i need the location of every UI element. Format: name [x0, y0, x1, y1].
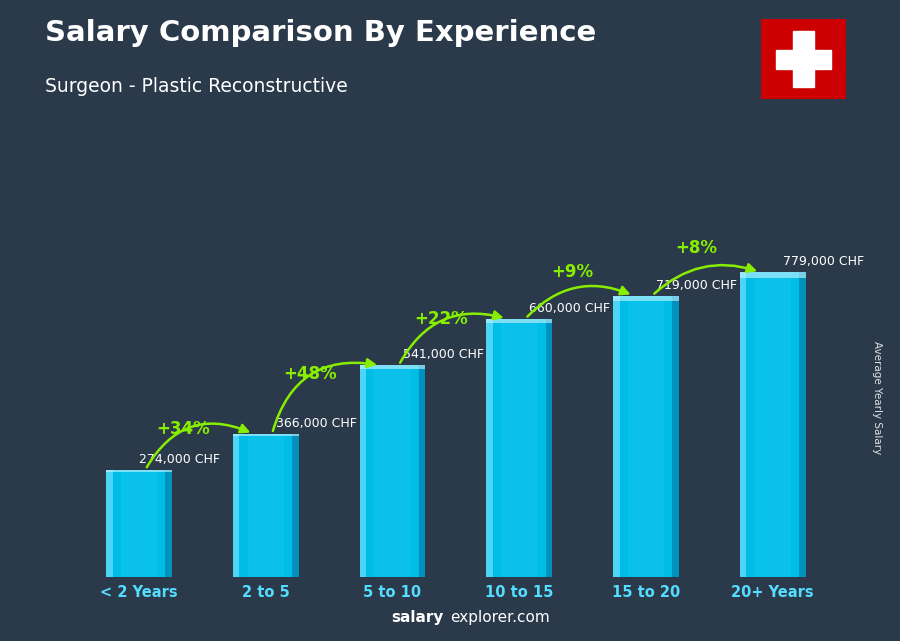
Bar — [121, 470, 158, 577]
Bar — [106, 470, 172, 577]
Bar — [106, 470, 112, 577]
Bar — [613, 296, 679, 301]
Text: salary: salary — [392, 610, 444, 625]
Bar — [486, 319, 552, 323]
Text: +34%: +34% — [157, 420, 211, 438]
Bar — [166, 470, 172, 577]
Text: explorer.com: explorer.com — [450, 610, 550, 625]
Text: Salary Comparison By Experience: Salary Comparison By Experience — [45, 19, 596, 47]
Text: +8%: +8% — [676, 238, 717, 256]
Text: Average Yearly Salary: Average Yearly Salary — [872, 341, 883, 454]
Bar — [740, 272, 746, 577]
Text: 660,000 CHF: 660,000 CHF — [529, 302, 610, 315]
Bar — [486, 319, 493, 577]
Bar — [248, 434, 284, 577]
Bar — [233, 434, 299, 437]
Bar — [374, 365, 410, 577]
Bar — [359, 365, 366, 577]
Text: 719,000 CHF: 719,000 CHF — [656, 279, 737, 292]
Text: 779,000 CHF: 779,000 CHF — [783, 255, 864, 269]
Bar — [486, 319, 552, 577]
Text: 541,000 CHF: 541,000 CHF — [402, 349, 483, 362]
Text: 366,000 CHF: 366,000 CHF — [276, 417, 356, 430]
Bar — [106, 470, 172, 472]
Bar — [613, 296, 619, 577]
Bar — [545, 319, 552, 577]
Bar — [359, 365, 426, 577]
Bar — [754, 272, 791, 577]
Bar — [628, 296, 664, 577]
Bar — [613, 296, 679, 577]
Bar — [233, 434, 299, 577]
Bar — [501, 319, 537, 577]
Bar — [418, 365, 426, 577]
Bar — [776, 50, 831, 69]
Bar — [799, 272, 806, 577]
Bar — [672, 296, 679, 577]
Text: 274,000 CHF: 274,000 CHF — [139, 453, 220, 466]
Bar — [793, 31, 814, 87]
Bar — [740, 272, 806, 577]
Bar — [359, 365, 426, 369]
Text: Surgeon - Plastic Reconstructive: Surgeon - Plastic Reconstructive — [45, 77, 347, 96]
Bar — [233, 434, 239, 577]
Bar — [292, 434, 299, 577]
Text: +48%: +48% — [284, 365, 337, 383]
Text: +9%: +9% — [552, 263, 593, 281]
Text: +22%: +22% — [414, 310, 467, 328]
Bar — [740, 272, 806, 278]
